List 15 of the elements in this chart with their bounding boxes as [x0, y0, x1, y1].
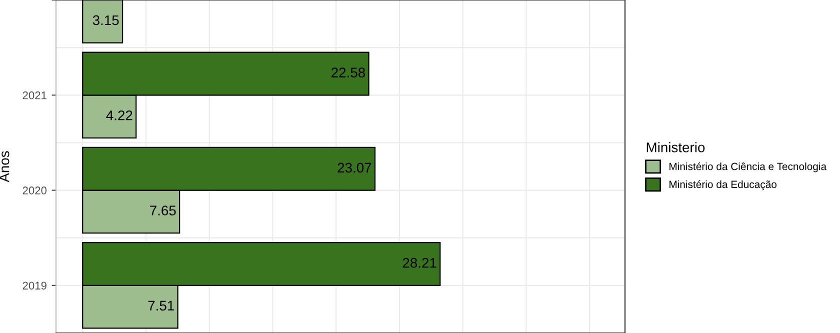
legend-title: Ministerio: [646, 142, 705, 152]
bar: [82, 0, 124, 44]
legend-label: Ministério da Ciência e Tecnologia: [670, 162, 827, 172]
data-label: 7.51: [148, 300, 174, 311]
data-label: 7.65: [150, 206, 176, 216]
data-label: 28.21: [402, 258, 436, 268]
data-label: 22.58: [332, 68, 365, 78]
data-label: 3.15: [92, 15, 119, 26]
y-tick-label: 2021: [22, 91, 46, 100]
data-label: 4.22: [106, 110, 132, 120]
y-tick-label: 2020: [22, 186, 47, 194]
y-axis-title: Anos: [0, 151, 10, 182]
legend-label: Ministério da Educação: [670, 180, 777, 190]
data-label: 23.07: [338, 162, 372, 173]
y-tick-label: 2019: [22, 282, 46, 290]
